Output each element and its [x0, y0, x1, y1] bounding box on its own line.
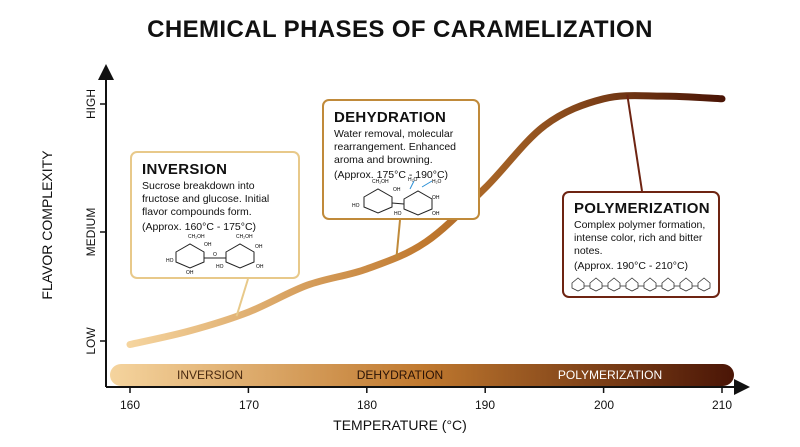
polymerization-range: (Approx. 190°C - 210°C)	[574, 260, 689, 272]
y-tick-label: MEDIUM	[84, 207, 98, 257]
mol-label: OH	[204, 242, 212, 248]
mol-label: CH₂OH	[236, 234, 253, 240]
polymerization-box: POLYMERIZATION Complex polymer formation…	[562, 191, 720, 298]
mol-label: CH₂OH	[372, 179, 389, 185]
mol-label: HO	[352, 203, 360, 209]
mol-label: OH	[393, 187, 401, 193]
dehydration-connector	[395, 219, 401, 259]
x-tick-label: 200	[593, 398, 615, 412]
dehydration-description: Water removal, molecular rearrangement. …	[334, 128, 456, 166]
x-tick-label: 210	[711, 398, 733, 412]
polymerization-connector	[626, 94, 643, 192]
phase-band	[110, 364, 734, 386]
mol-label: OH	[186, 270, 194, 274]
mol-label: OH	[432, 195, 440, 201]
band-label-polymerization: POLYMERIZATION	[557, 368, 663, 382]
y-tick-label: LOW	[84, 327, 98, 355]
mol-label: H₂O	[408, 177, 418, 183]
inversion-description: Sucrose breakdown into fructose and gluc…	[142, 180, 270, 218]
band-label-dehydration: DEHYDRATION	[356, 368, 444, 382]
x-tick-label: 160	[119, 398, 141, 412]
y-axis-label: FLAVOR COMPLEXITY	[39, 150, 55, 300]
polymerization-description: Complex polymer formation, intense color…	[574, 219, 706, 257]
x-axis-label: TEMPERATURE (°C)	[333, 417, 467, 433]
inversion-range: (Approx. 160°C - 175°C)	[142, 221, 257, 233]
x-tick-label: 190	[474, 398, 496, 412]
inversion-connector	[235, 278, 249, 317]
mol-label: H₂O	[432, 179, 442, 185]
mol-label: OH	[255, 244, 263, 250]
flavor-curve	[126, 92, 726, 348]
inversion-title: INVERSION	[142, 161, 228, 178]
dehydration-range: (Approx. 175°C - 190°C)	[334, 169, 449, 181]
mol-label: HO	[166, 258, 174, 264]
mol-label: HO	[394, 211, 402, 217]
polymer-chain-icon	[571, 277, 711, 292]
polymerization-title: POLYMERIZATION	[574, 200, 710, 217]
x-tick-label: 180	[356, 398, 378, 412]
x-tick-label: 170	[238, 398, 260, 412]
dehydration-box: DEHYDRATION Water removal, molecular rea…	[322, 99, 480, 220]
chart-title: CHEMICAL PHASES OF CARAMELIZATION	[147, 16, 653, 43]
mol-label: O	[213, 252, 217, 258]
mol-label: OH	[256, 264, 264, 270]
band-label-inversion: INVERSION	[176, 368, 243, 382]
dehydration-molecule-icon: CH₂OH H₂O H₂O OH HO OH HO OH	[352, 177, 442, 217]
y-tick-label: HIGH	[84, 89, 98, 119]
mol-label: OH	[432, 211, 440, 217]
dehydration-title: DEHYDRATION	[334, 109, 447, 126]
inversion-box: INVERSION Sucrose breakdown into fructos…	[130, 151, 300, 279]
mol-label: HO	[216, 264, 224, 270]
sucrose-molecule-icon: CH₂OH CH₂OH OH OH HO O HO OH OH	[166, 234, 264, 274]
mol-label: CH₂OH	[188, 234, 205, 240]
